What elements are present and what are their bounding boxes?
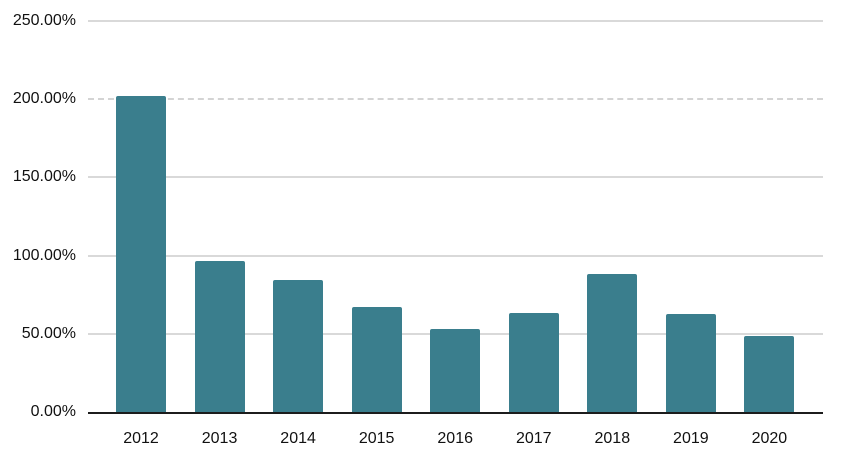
gridline-250	[88, 20, 823, 22]
x-axis-category-label: 2012	[123, 430, 159, 447]
y-axis-tick-label: 0.00%	[30, 403, 76, 420]
bar-2016	[430, 328, 481, 413]
y-axis-tick-label: 100.00%	[12, 246, 76, 264]
x-axis-category-label: 2019	[673, 430, 709, 447]
y-axis-tick-label: 200.00%	[12, 90, 76, 108]
x-axis-category-label: 2014	[280, 430, 316, 447]
bar-2019	[665, 314, 716, 413]
bar-2018	[587, 273, 638, 413]
x-axis-category-label: 2016	[437, 430, 473, 447]
gridline-200	[88, 98, 823, 101]
y-axis-tick-label: 150.00%	[12, 168, 76, 186]
x-axis-line	[88, 412, 823, 414]
bar-2014	[273, 280, 324, 413]
bar-2017	[508, 312, 559, 413]
bar-2015	[351, 306, 402, 413]
plot-area: 2012 2013 2014 2015 2016 2017 2018 2019 2020	[88, 20, 823, 447]
bar-2013	[194, 261, 245, 413]
bar-2012	[116, 95, 166, 413]
x-axis-category-label: 2018	[594, 430, 631, 447]
gridline-150	[88, 176, 823, 179]
x-axis-category-label: 2015	[358, 430, 395, 447]
x-axis-category-label: 2017	[515, 430, 552, 447]
y-axis-tick-label: 50.00%	[21, 324, 76, 342]
x-axis-category-label: 2013	[201, 430, 238, 447]
x-axis-category-label: 2020	[751, 430, 788, 447]
gridline-100	[88, 254, 823, 257]
bar-2020	[744, 336, 795, 413]
y-axis-tick-label: 250.00%	[12, 12, 76, 29]
